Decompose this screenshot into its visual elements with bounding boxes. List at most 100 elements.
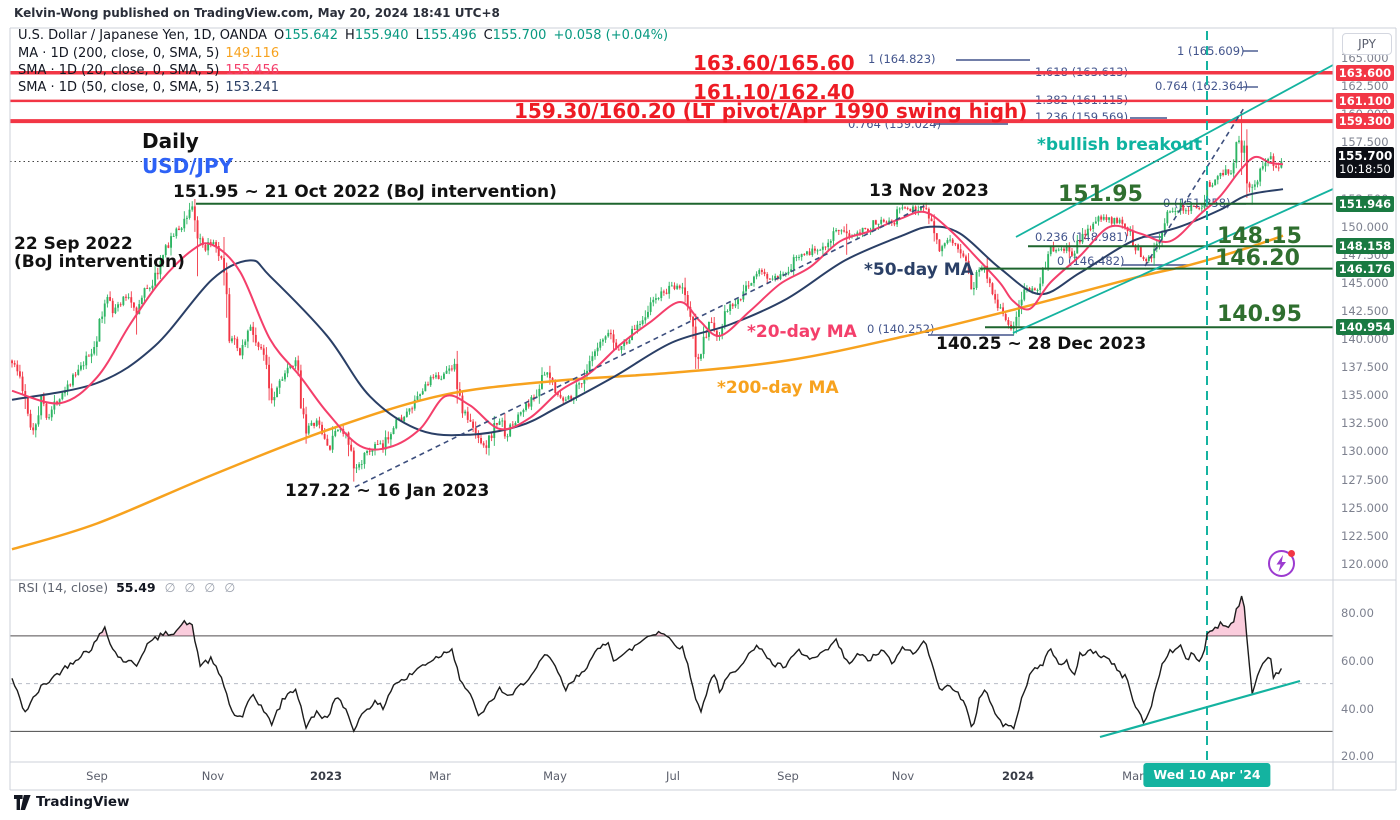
rsi-empty-slot: ∅ [204, 580, 216, 595]
time-tick-label: Mar [429, 769, 451, 783]
legend-ma200-row[interactable]: MA · 1D (200, close, 0, SMA, 5) 149.116 [18, 47, 279, 61]
price-tick-label: 132.500 [1341, 416, 1389, 430]
bar-countdown: 10:18:50 [1339, 162, 1391, 176]
legend-sma50-row[interactable]: SMA · 1D (50, close, 0, SMA, 5) 153.241 [18, 81, 279, 95]
ma-50-line [11, 188, 1284, 437]
fib-level-label: 1 (165.609) [1177, 44, 1245, 58]
price-tick-label: 127.500 [1341, 473, 1389, 487]
time-tick-label: Nov [201, 769, 225, 783]
time-tick-label: May [543, 769, 567, 783]
time-tick-label: Nov [891, 769, 915, 783]
rsi-empty-slot: ∅ [164, 580, 176, 595]
price-tick-label: 150.000 [1341, 220, 1389, 234]
tradingview-logo-text: TradingView [36, 794, 130, 811]
annotation-text: 163.60/165.60 [693, 51, 855, 75]
level-lines [10, 31, 1334, 762]
price-tick-label: 135.000 [1341, 388, 1389, 402]
annotation-text: *50-day MA [864, 260, 974, 280]
price-tick-label: 137.500 [1341, 360, 1389, 374]
teal-trendline [1015, 64, 1334, 238]
rsi-empty-slot: ∅ [184, 580, 196, 595]
annotation-text: (BoJ intervention) [14, 252, 185, 272]
ma200-label: MA · 1D (200, close, 0, SMA, 5) [18, 46, 220, 61]
annotation-text: USD/JPY [142, 154, 234, 178]
fib-level-label: 1 (164.823) [868, 52, 936, 66]
price-tick-label: 125.000 [1341, 501, 1389, 515]
price-tick-label: 162.500 [1341, 79, 1389, 93]
price-level-badge: 146.176 [1336, 261, 1394, 277]
currency-toggle-button[interactable]: JPY [1342, 33, 1392, 55]
annotation-text: *bullish breakout [1037, 135, 1203, 155]
rsi-line [11, 595, 1283, 733]
price-level-badge: 151.946 [1336, 196, 1394, 212]
rsi-tick-label: 80.00 [1341, 606, 1374, 620]
price-level-badge: 161.100 [1336, 93, 1394, 109]
sma20-value: 155.456 [225, 63, 280, 78]
ohlc-value: O155.642 [274, 28, 339, 43]
ohlc-value: H155.940 [345, 28, 409, 43]
legend-symbol-row[interactable]: U.S. Dollar / Japanese Yen, 1D, OANDA O15… [18, 29, 668, 43]
annotation-text: 151.95 [1058, 182, 1143, 207]
fib-level-label: 0.236 (148.981) [1035, 230, 1128, 244]
rsi-empty-values: ∅ ∅ ∅ ∅ [156, 580, 236, 595]
time-tick-label: Jul [666, 769, 680, 783]
ohlc-value: C155.700 [483, 28, 547, 43]
notification-dot [1288, 550, 1295, 557]
dashed-trendline [354, 203, 929, 488]
ohlc-value: L155.496 [415, 28, 477, 43]
price-tick-label: 130.000 [1341, 444, 1389, 458]
price-tick-label: 120.000 [1341, 557, 1389, 571]
rsi-tick-label: 60.00 [1341, 654, 1374, 668]
rsi-tick-label: 40.00 [1341, 702, 1374, 716]
price-level-badge: 159.300 [1336, 113, 1394, 129]
annotation-text: 146.20 [1215, 246, 1300, 271]
fib-level-label: 0 (140.252) [867, 322, 935, 336]
time-tick-label: Mar [1122, 769, 1144, 783]
price-tick-label: 140.000 [1341, 332, 1389, 346]
time-tick-label: 2023 [309, 769, 343, 783]
moving-averages [11, 155, 1284, 551]
ma200-value: 149.116 [225, 46, 280, 61]
price-tick-label: 157.500 [1341, 135, 1389, 149]
annotation-text: 22 Sep 2022 [14, 234, 133, 254]
annotation-text: 148.15 [1217, 224, 1302, 249]
rsi-empty-slot: ∅ [224, 580, 236, 595]
bolt-icon [1276, 555, 1286, 572]
tradingview-logo-icon [14, 795, 31, 810]
rsi-value: 55.49 [116, 580, 156, 595]
rsi-support-trendline [1099, 679, 1301, 739]
price-level-badge: 163.600 [1336, 65, 1394, 81]
price-level-badge: 140.954 [1336, 319, 1394, 335]
price-tick-label: 142.500 [1341, 304, 1389, 318]
attribution-text: Kelvin-Wong published on TradingView.com… [14, 6, 500, 20]
fib-level-label: 0 (146.482) [1057, 254, 1125, 268]
annotation-text: 13 Nov 2023 [869, 181, 989, 201]
date-marker-badge: Wed 10 Apr '24 [1143, 763, 1271, 787]
price-tick-label: 145.000 [1341, 276, 1389, 290]
annotation-text: 140.95 [1217, 302, 1302, 327]
time-tick-label: 2024 [1001, 769, 1035, 783]
time-tick-label: Sep [86, 769, 108, 783]
footer-brand[interactable]: TradingView [14, 795, 130, 810]
rsi-header[interactable]: RSI (14, close) 55.49 ∅ ∅ ∅ ∅ [18, 581, 235, 594]
annotation-text: *200-day MA [717, 378, 839, 398]
annotation-text: Daily [142, 129, 199, 153]
legend-sma20-row[interactable]: SMA · 1D (20, close, 0, SMA, 5) 155.456 [18, 64, 279, 78]
annotation-text: 159.30/160.20 (LT pivot/Apr 1990 swing h… [514, 99, 1028, 123]
lightning-alert-icon[interactable] [1268, 550, 1295, 577]
pane-borders [9, 27, 1397, 791]
current-price-badge: 155.700 10:18:50 [1336, 147, 1394, 178]
time-tick-label: Sep [777, 769, 799, 783]
rsi-pane [10, 595, 1333, 739]
ohlc-values: O155.642 H155.940 L155.496 C155.700 +0.058 (… [267, 28, 668, 43]
sma50-value: 153.241 [225, 80, 280, 95]
sma50-label: SMA · 1D (50, close, 0, SMA, 5) [18, 80, 220, 95]
annotation-text: 140.25 ~ 28 Dec 2023 [936, 334, 1147, 354]
rsi-label: RSI (14, close) [18, 580, 109, 595]
price-tick-label: 122.500 [1341, 529, 1389, 543]
price-change: +0.058 (+0.04%) [553, 28, 669, 43]
sma20-label: SMA · 1D (20, close, 0, SMA, 5) [18, 63, 220, 78]
symbol-title: U.S. Dollar / Japanese Yen, 1D, OANDA [18, 28, 268, 43]
price-level-badge: 148.158 [1336, 238, 1394, 254]
